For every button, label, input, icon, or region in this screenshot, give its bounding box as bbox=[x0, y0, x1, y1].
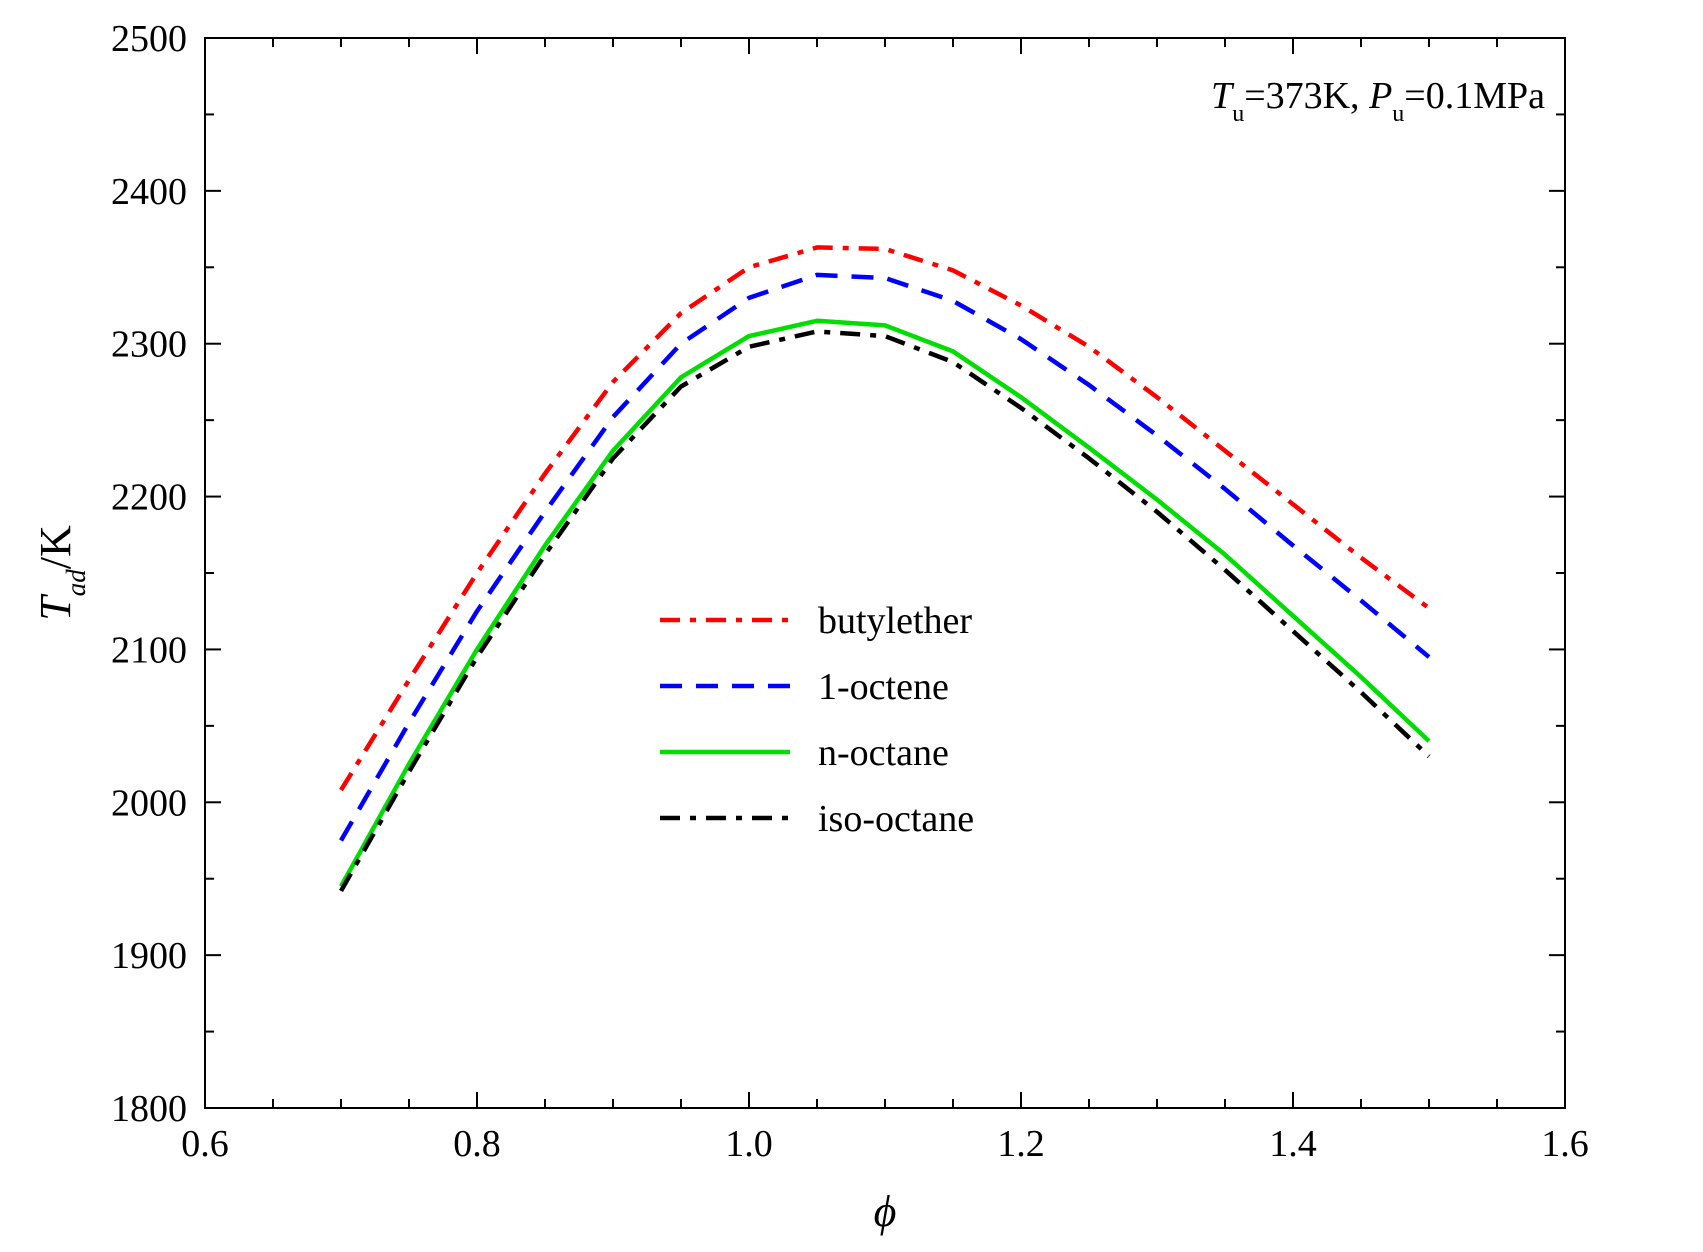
y-tick-label: 2300 bbox=[111, 324, 187, 366]
legend-label-n-octane: n-octane bbox=[818, 732, 949, 774]
y-tick-label: 2400 bbox=[111, 171, 187, 213]
x-tick-label: 1.2 bbox=[997, 1123, 1045, 1165]
x-axis-label: ϕ bbox=[874, 1187, 897, 1236]
y-tick-label: 2200 bbox=[111, 477, 187, 519]
legend-label-iso-octane: iso-octane bbox=[818, 798, 974, 840]
line-chart: 0.6 0.8 1.0 1.2 1.4 1.6 1800 1900 2000 2100 2200 23… bbox=[0, 0, 1703, 1252]
x-tick-label: 1.6 bbox=[1541, 1123, 1589, 1165]
chart-container: 0.6 0.8 1.0 1.2 1.4 1.6 1800 1900 2000 2100 2200 23… bbox=[0, 0, 1703, 1252]
x-tick-label: 1.0 bbox=[725, 1123, 773, 1165]
y-tick-label: 2500 bbox=[111, 18, 187, 60]
y-tick-label: 1800 bbox=[111, 1088, 187, 1130]
legend-label-1-octene: 1-octene bbox=[818, 666, 949, 708]
y-tick-label: 1900 bbox=[111, 935, 187, 977]
x-tick-label: 0.6 bbox=[181, 1123, 229, 1165]
x-tick-label: 0.8 bbox=[453, 1123, 501, 1165]
y-tick-label: 2000 bbox=[111, 782, 187, 824]
y-tick-label: 2100 bbox=[111, 629, 187, 671]
x-tick-label: 1.4 bbox=[1269, 1123, 1317, 1165]
legend-label-butylether: butylether bbox=[818, 600, 972, 642]
